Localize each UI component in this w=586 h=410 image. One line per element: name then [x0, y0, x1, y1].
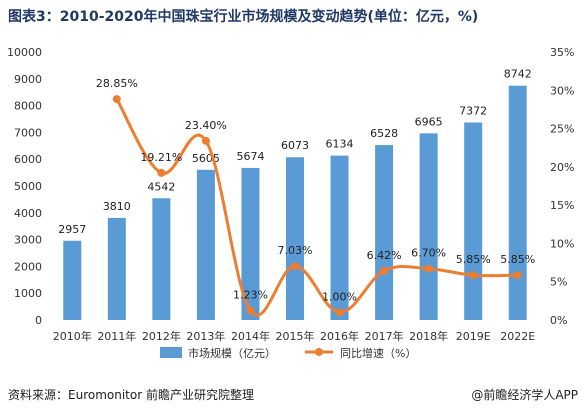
- left-tick-label: 0: [35, 314, 42, 327]
- line-value-label: 1.00%: [322, 290, 357, 303]
- bar: [63, 240, 82, 320]
- line-point: [291, 262, 299, 271]
- x-tick-label: 2010年: [53, 329, 92, 343]
- line-value-label: 19.21%: [140, 151, 182, 164]
- right-tick-label: 30%: [550, 84, 574, 97]
- right-tick-label: 15%: [550, 199, 574, 212]
- bar-value-label: 2957: [58, 223, 86, 236]
- line-point: [246, 306, 255, 315]
- left-tick-label: 1000: [14, 287, 42, 300]
- legend-line-marker: [315, 348, 323, 356]
- bar-value-label: 6073: [281, 139, 309, 152]
- bar: [152, 198, 171, 320]
- left-tick-label: 5000: [14, 180, 42, 193]
- line-value-label: 5.85%: [456, 253, 491, 266]
- x-tick-label: 2019E: [456, 330, 491, 343]
- right-tick-label: 35%: [550, 46, 574, 59]
- bar: [464, 122, 483, 321]
- x-tick-label: 2014年: [231, 329, 270, 343]
- right-tick-label: 10%: [550, 237, 574, 250]
- x-tick-label: 2011年: [97, 329, 136, 343]
- line-value-label: 23.40%: [185, 119, 227, 132]
- bar-value-label: 6134: [326, 138, 354, 151]
- bar-value-label: 6965: [415, 115, 443, 128]
- footer: 资料来源：Euromonitor 前瞻产业研究院整理 @前瞻经济学人APP: [0, 382, 586, 410]
- bar-value-label: 3810: [103, 200, 131, 213]
- line-point: [380, 266, 389, 275]
- x-tick-label: 2022E: [500, 330, 535, 343]
- legend-bar-label: 市场规模（亿元）: [188, 346, 276, 360]
- right-tick-label: 20%: [550, 161, 574, 174]
- left-tick-label: 3000: [14, 234, 42, 247]
- line-value-label: 6.42%: [367, 249, 402, 262]
- chart-title: 图表3：2010-2020年中国珠宝行业市场规模及变动趋势(单位：亿元，%): [8, 9, 479, 25]
- line-point: [513, 271, 522, 280]
- left-tick-label: 9000: [14, 73, 42, 86]
- line-point: [201, 136, 210, 145]
- line-point: [157, 168, 166, 177]
- bar-value-label: 4542: [147, 180, 175, 193]
- left-tick-label: 10000: [7, 46, 42, 59]
- bar-value-label: 6528: [370, 127, 398, 140]
- line-point: [335, 308, 344, 317]
- x-tick-label: 2015年: [276, 329, 315, 343]
- x-tick-label: 2016年: [320, 329, 359, 343]
- bar-value-label: 8742: [504, 68, 532, 81]
- line-series: [112, 95, 522, 317]
- right-tick-label: 0%: [550, 314, 567, 327]
- bar: [330, 155, 349, 320]
- left-tick-label: 7000: [14, 126, 42, 139]
- bar: [375, 145, 394, 320]
- line-value-label: 7.03%: [278, 244, 313, 257]
- line-point: [112, 95, 121, 104]
- chart-area: 0 1000 2000 3000 4000 5000 6000 7000 8000 9000 100…: [0, 30, 586, 380]
- line-point: [424, 264, 433, 273]
- left-tick-label: 4000: [14, 207, 42, 220]
- right-tick-label: 5%: [550, 276, 567, 289]
- left-tick-label: 2000: [14, 260, 42, 273]
- bar: [419, 133, 438, 320]
- line-point: [469, 271, 478, 280]
- x-tick-label: 2013年: [186, 329, 225, 343]
- right-tick-label: 25%: [550, 123, 574, 136]
- bar: [508, 85, 527, 320]
- right-axis-ticks: 0% 5% 10% 15% 20% 25% 30% 35%: [550, 46, 574, 327]
- line-data-labels: 28.85% 19.21% 23.40% 1.23% 7.03% 1.00% 6.42% 6.…: [96, 77, 535, 303]
- bar: [107, 217, 126, 320]
- left-tick-label: 8000: [14, 100, 42, 113]
- bar: [196, 169, 215, 320]
- x-tick-label: 2012年: [142, 329, 181, 343]
- line-value-label: 1.23%: [233, 289, 268, 302]
- growth-line: [115, 98, 518, 317]
- x-tick-label: 2017年: [365, 329, 404, 343]
- x-tick-label: 2018年: [409, 329, 448, 343]
- bar-value-label: 7372: [459, 104, 487, 117]
- source-note: 资料来源：Euromonitor 前瞻产业研究院整理: [8, 388, 254, 402]
- line-value-label: 28.85%: [96, 77, 138, 90]
- bar: [241, 167, 260, 320]
- left-tick-label: 6000: [14, 153, 42, 166]
- bar: [286, 157, 304, 320]
- left-axis-ticks: 0 1000 2000 3000 4000 5000 6000 7000 8000 9000 100…: [7, 46, 42, 327]
- legend-bar-swatch: [160, 347, 182, 358]
- brand-credit: @前瞻经济学人APP: [471, 388, 578, 402]
- line-value-label: 5.85%: [500, 253, 535, 266]
- combo-chart: 0 1000 2000 3000 4000 5000 6000 7000 8000 9000 100…: [7, 46, 574, 360]
- x-axis-labels: 2010年 2011年 2012年 2013年 2014年 2015年 2016年 2017年…: [53, 329, 535, 343]
- bar-series: [63, 85, 527, 321]
- bar-value-label: 5674: [236, 150, 264, 163]
- line-value-label: 6.70%: [411, 247, 446, 260]
- legend-line-label: 同比增速（%）: [340, 346, 416, 360]
- legend: 市场规模（亿元） 同比增速（%）: [160, 346, 416, 360]
